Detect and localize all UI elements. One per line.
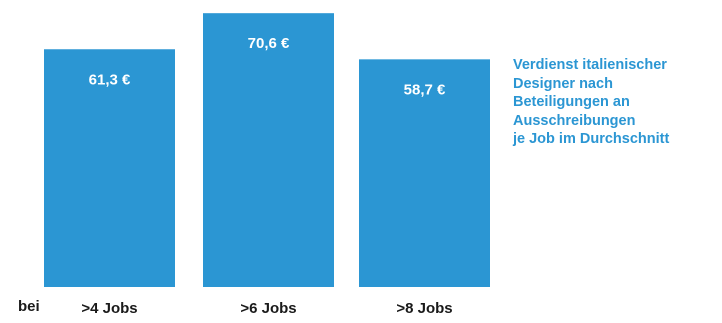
bar-value-label: 58,7 € xyxy=(404,81,446,98)
title-line: Beteiligungen an xyxy=(513,94,630,111)
title-line: je Job im Durchschnitt xyxy=(513,131,670,148)
bar xyxy=(44,49,175,288)
category-label: >8 Jobs xyxy=(396,300,452,317)
category-prefix: bei xyxy=(18,298,40,315)
bar xyxy=(203,13,334,287)
title-line: Verdienst italienischer xyxy=(513,57,667,73)
category-label: >4 Jobs xyxy=(81,300,137,317)
bar-value-label: 70,6 € xyxy=(248,35,290,52)
category-label: >6 Jobs xyxy=(240,300,296,317)
bar-value-label: 61,3 € xyxy=(89,71,131,88)
bar xyxy=(359,59,490,287)
title-line: Ausschreibungen xyxy=(513,112,636,129)
chart-title: Verdienst italienischer Designer nach Be… xyxy=(513,56,718,149)
title-line: Designer nach xyxy=(513,75,613,92)
